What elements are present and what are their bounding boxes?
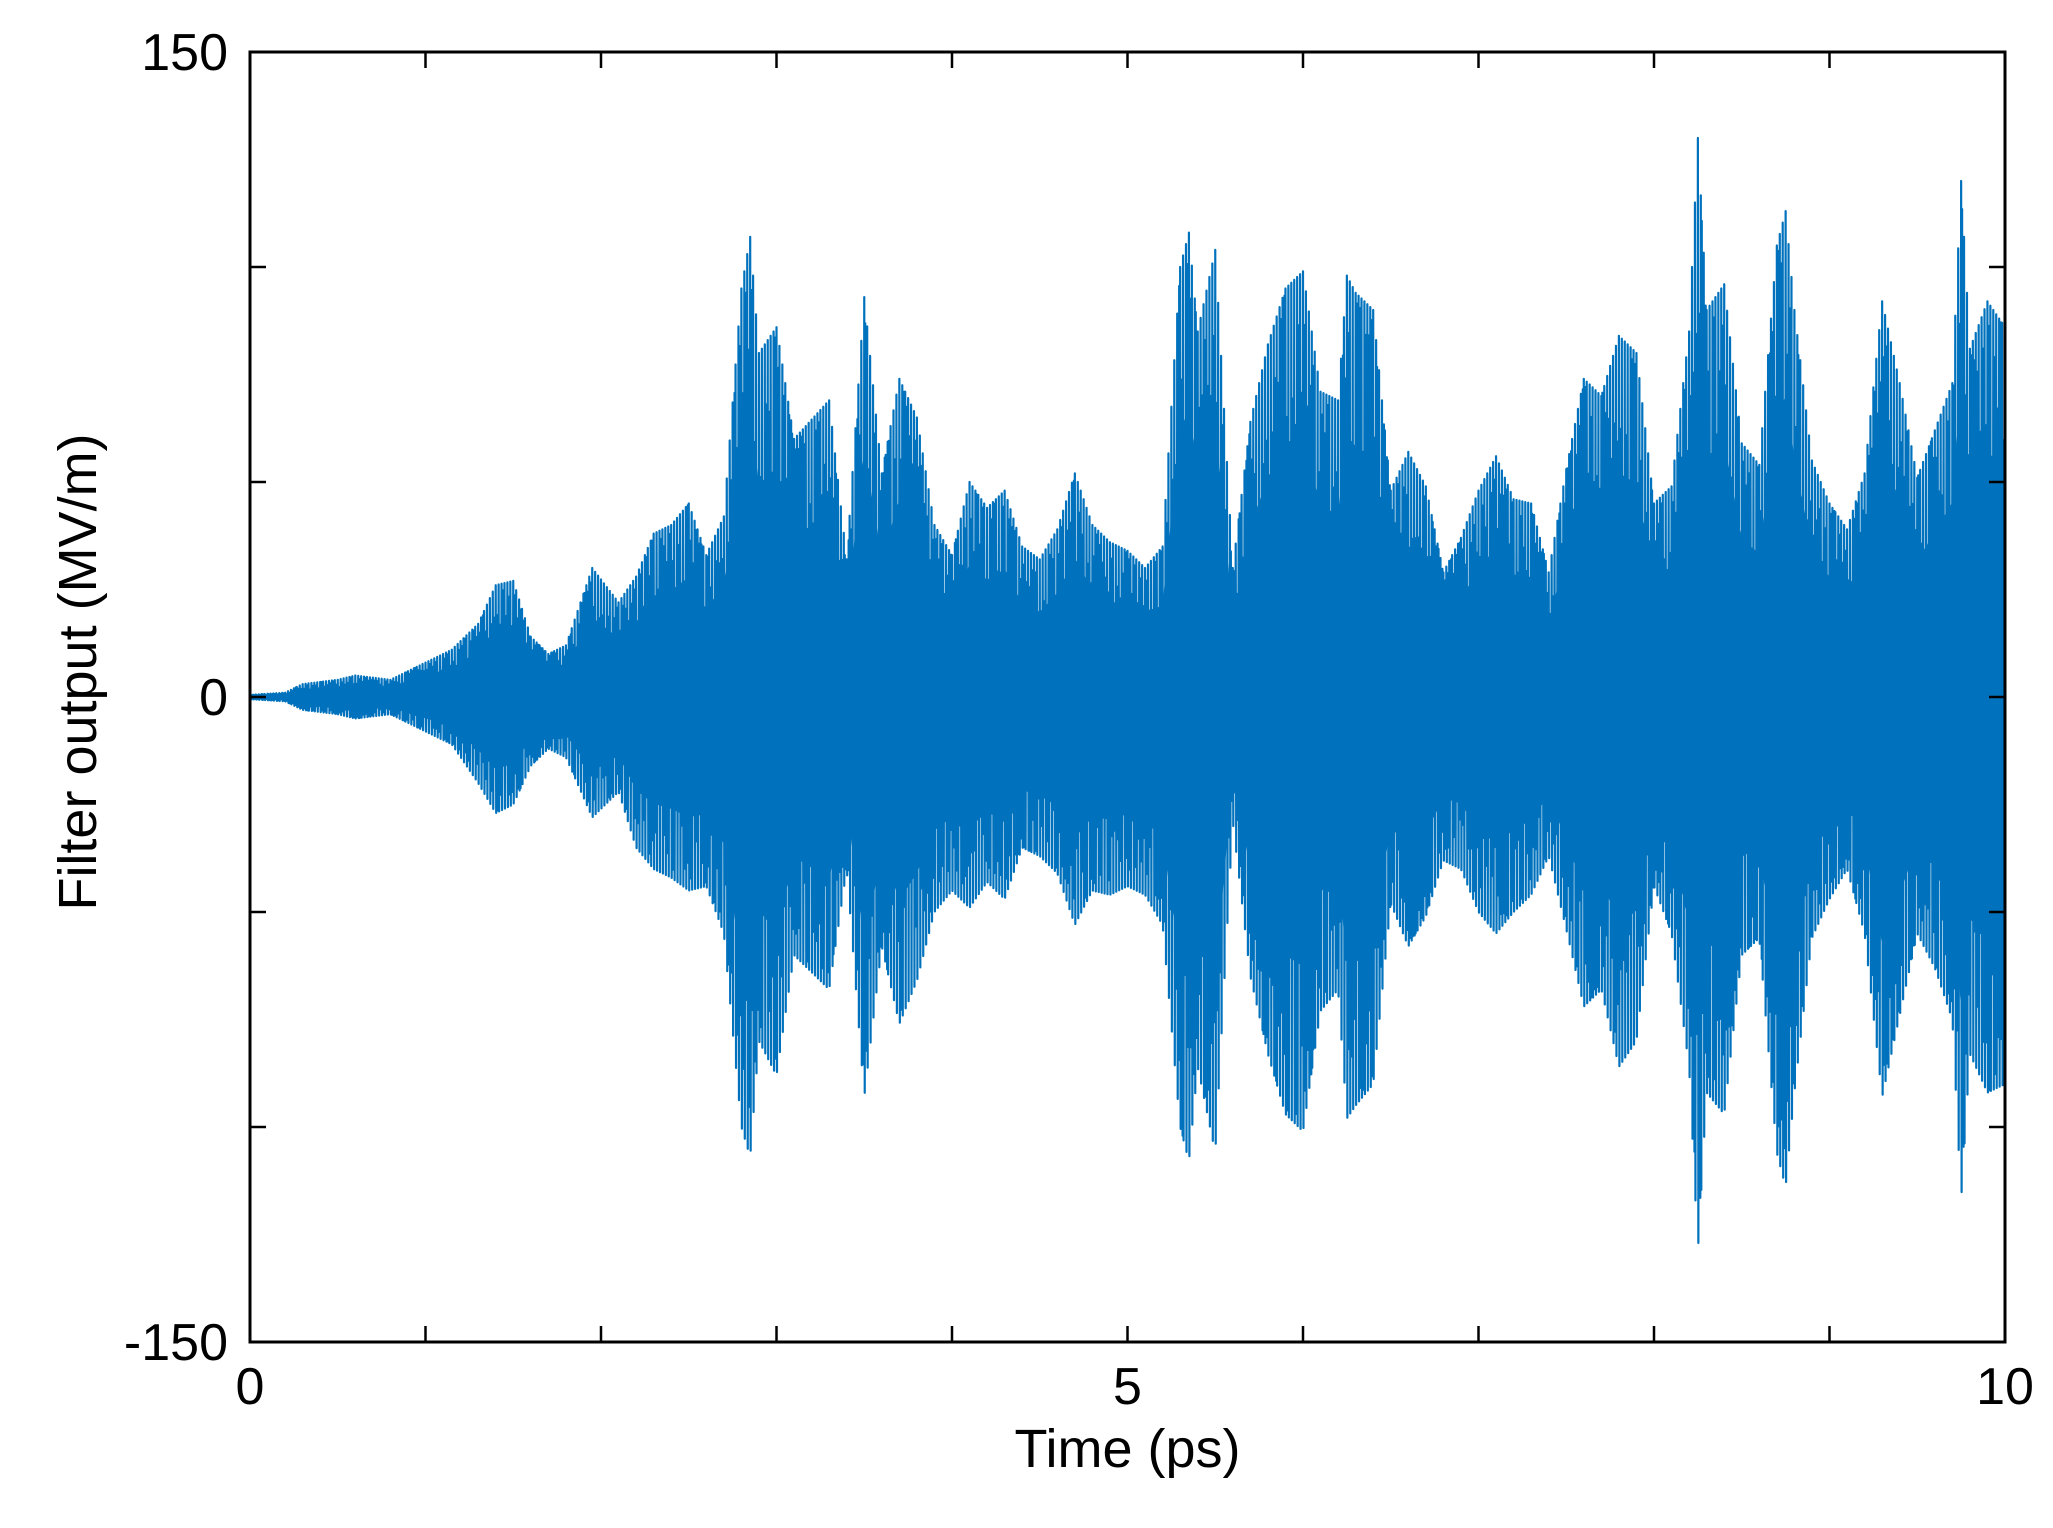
signal-layer	[248, 136, 2007, 1244]
y-tick-label: 150	[141, 24, 228, 82]
x-tick-label: 10	[1976, 1358, 2034, 1416]
x-tick-label: 5	[1113, 1358, 1142, 1416]
tick-marks	[248, 50, 2007, 1344]
y-axis-label: Filter output (MV/m)	[48, 433, 108, 910]
x-tick-label: 0	[236, 1358, 265, 1416]
y-tick-label: -150	[124, 1314, 228, 1372]
x-axis-label: Time (ps)	[1015, 1419, 1241, 1479]
y-tick-label: 0	[199, 669, 228, 727]
signal-core-fill	[250, 350, 2005, 1041]
signal-series-line	[248, 136, 2007, 1244]
